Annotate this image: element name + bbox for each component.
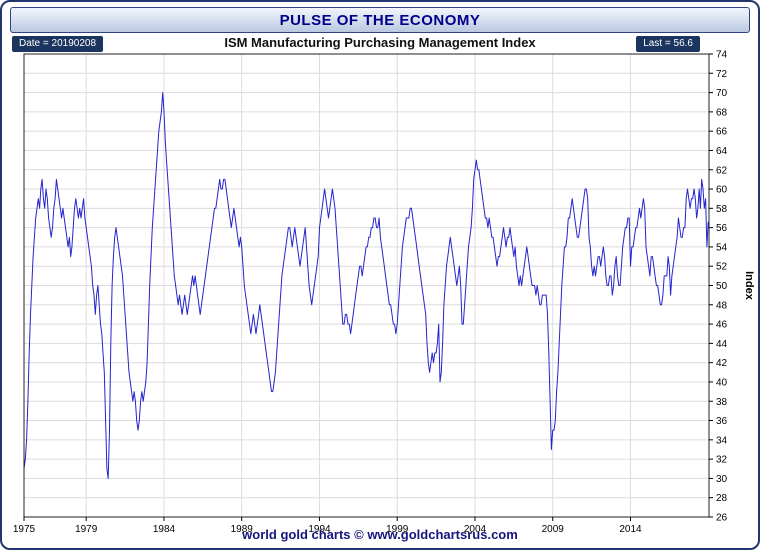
- y-tick-label: 62: [716, 165, 728, 176]
- x-tick-label: 2009: [542, 524, 565, 535]
- y-tick-label: 40: [716, 377, 728, 388]
- x-tick-label: 1975: [13, 524, 36, 535]
- y-tick-label: 26: [716, 513, 728, 524]
- y-tick-label: 38: [716, 397, 728, 408]
- y-tick-label: 52: [716, 262, 728, 273]
- footer-credit: world gold charts © www.goldchartsrus.co…: [242, 527, 518, 542]
- page-title: PULSE OF THE ECONOMY: [279, 11, 481, 29]
- date-badge: Date = 20190208: [12, 36, 104, 52]
- title-bar: PULSE OF THE ECONOMY: [10, 7, 750, 33]
- y-tick-label: 68: [716, 107, 728, 118]
- x-axis-labels: 1975 1979 1984 1989 1994 1999 2004 2009 2014: [13, 517, 642, 535]
- series-line: [23, 92, 709, 479]
- y-tick-label: 70: [716, 88, 728, 99]
- x-tick-label: 1979: [75, 524, 98, 535]
- x-tick-label: 1994: [308, 524, 331, 535]
- y-tick-label: 66: [716, 127, 728, 138]
- y-axis-labels: 26 28 30 32 34 36 38 40 42 44 46 48 50 52 54 56 58 60 62 64…: [709, 50, 728, 524]
- y-axis-title: Index: [743, 271, 755, 301]
- x-tick-label: 2014: [619, 524, 642, 535]
- x-tick-label: 2004: [464, 524, 487, 535]
- y-tick-label: 64: [716, 146, 728, 157]
- y-tick-label: 32: [716, 455, 728, 466]
- last-value-badge: Last = 56.6: [636, 36, 700, 52]
- y-tick-label: 42: [716, 358, 728, 369]
- x-tick-label: 1989: [231, 524, 254, 535]
- y-tick-label: 48: [716, 300, 728, 311]
- y-tick-label: 72: [716, 69, 728, 80]
- y-tick-label: 28: [716, 493, 728, 504]
- y-tick-label: 50: [716, 281, 728, 292]
- y-tick-label: 34: [716, 435, 728, 446]
- grid-lines: [24, 54, 709, 517]
- y-tick-label: 54: [716, 242, 728, 253]
- x-tick-label: 1984: [153, 524, 176, 535]
- y-tick-label: 36: [716, 416, 728, 427]
- x-tick-label: 1999: [386, 524, 409, 535]
- y-tick-label: 30: [716, 474, 728, 485]
- y-tick-label: 74: [716, 50, 728, 61]
- chart-subtitle: ISM Manufacturing Purchasing Management …: [224, 35, 536, 50]
- y-tick-label: 44: [716, 339, 728, 350]
- y-tick-label: 58: [716, 204, 728, 215]
- y-tick-label: 60: [716, 185, 728, 196]
- y-tick-label: 46: [716, 320, 728, 331]
- y-tick-label: 56: [716, 223, 728, 234]
